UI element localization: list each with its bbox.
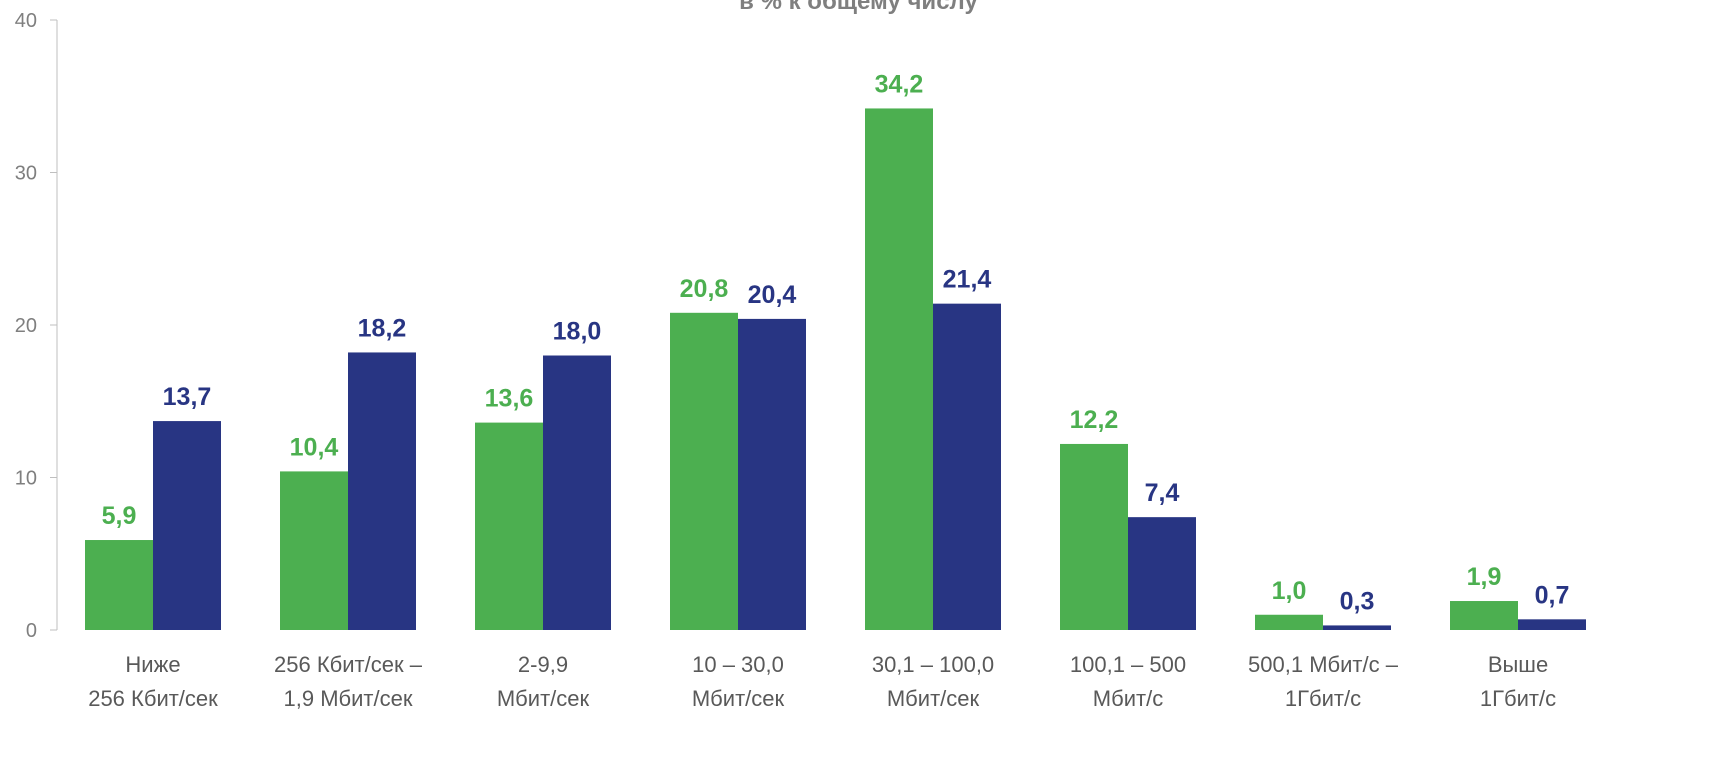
bar-series-1: [1255, 614, 1323, 630]
bar-series-1: [670, 312, 738, 630]
data-label: 7,4: [1145, 479, 1180, 507]
x-category-label: Мбит/с: [1093, 686, 1163, 711]
data-label: 1,0: [1272, 577, 1307, 605]
bar-series-1: [85, 540, 153, 630]
bar-series-2: [1323, 625, 1391, 630]
data-label: 13,6: [485, 385, 534, 413]
data-label: 10,4: [290, 433, 339, 461]
x-category-label: 256 Кбит/сек –: [274, 652, 423, 677]
bar-series-2: [543, 355, 611, 630]
x-category-label: Ниже: [125, 652, 180, 677]
x-category-label: 10 – 30,0: [692, 652, 784, 677]
bar-series-2: [153, 421, 221, 630]
data-label: 0,7: [1535, 581, 1570, 609]
bar-series-2: [1518, 619, 1586, 630]
x-category-label: Выше: [1488, 652, 1548, 677]
data-label: 18,2: [358, 314, 407, 342]
bar-series-1: [475, 422, 543, 630]
x-category-label: Мбит/сек: [692, 686, 785, 711]
data-label: 20,8: [680, 275, 729, 303]
bar-series-1: [865, 108, 933, 630]
data-label: 5,9: [102, 502, 137, 530]
bar-series-1: [1450, 601, 1518, 630]
x-category-label: 1Гбит/с: [1480, 686, 1556, 711]
bar-series-1: [280, 471, 348, 630]
data-label: 21,4: [943, 266, 992, 294]
data-label: 12,2: [1070, 406, 1119, 434]
bar-series-2: [933, 303, 1001, 630]
data-label: 34,2: [875, 70, 924, 98]
y-tick-label: 10: [15, 468, 37, 490]
x-category-label: Мбит/сек: [887, 686, 980, 711]
x-category-label: 1,9 Мбит/сек: [284, 686, 413, 711]
chart-title: в % к общему числу: [739, 0, 978, 15]
data-label: 18,0: [553, 318, 602, 346]
x-category-label: 2-9,9: [518, 652, 568, 677]
bar-series-2: [738, 318, 806, 630]
data-label: 20,4: [748, 281, 797, 309]
y-tick-label: 20: [15, 315, 37, 337]
y-tick-label: 40: [15, 10, 37, 32]
y-tick-label: 30: [15, 163, 37, 185]
x-category-label: Мбит/сек: [497, 686, 590, 711]
bar-series-1: [1060, 443, 1128, 630]
bar-series-2: [348, 352, 416, 630]
x-category-label: 100,1 – 500: [1070, 652, 1186, 677]
x-category-label: 500,1 Мбит/с –: [1248, 652, 1399, 677]
x-category-label: 256 Кбит/сек: [88, 686, 218, 711]
y-tick-label: 0: [26, 620, 37, 642]
data-label: 0,3: [1340, 587, 1375, 615]
data-label: 1,9: [1467, 563, 1502, 591]
x-category-label: 30,1 – 100,0: [872, 652, 994, 677]
x-category-label: 1Гбит/с: [1285, 686, 1361, 711]
bar-series-2: [1128, 517, 1196, 630]
data-label: 13,7: [163, 383, 212, 411]
